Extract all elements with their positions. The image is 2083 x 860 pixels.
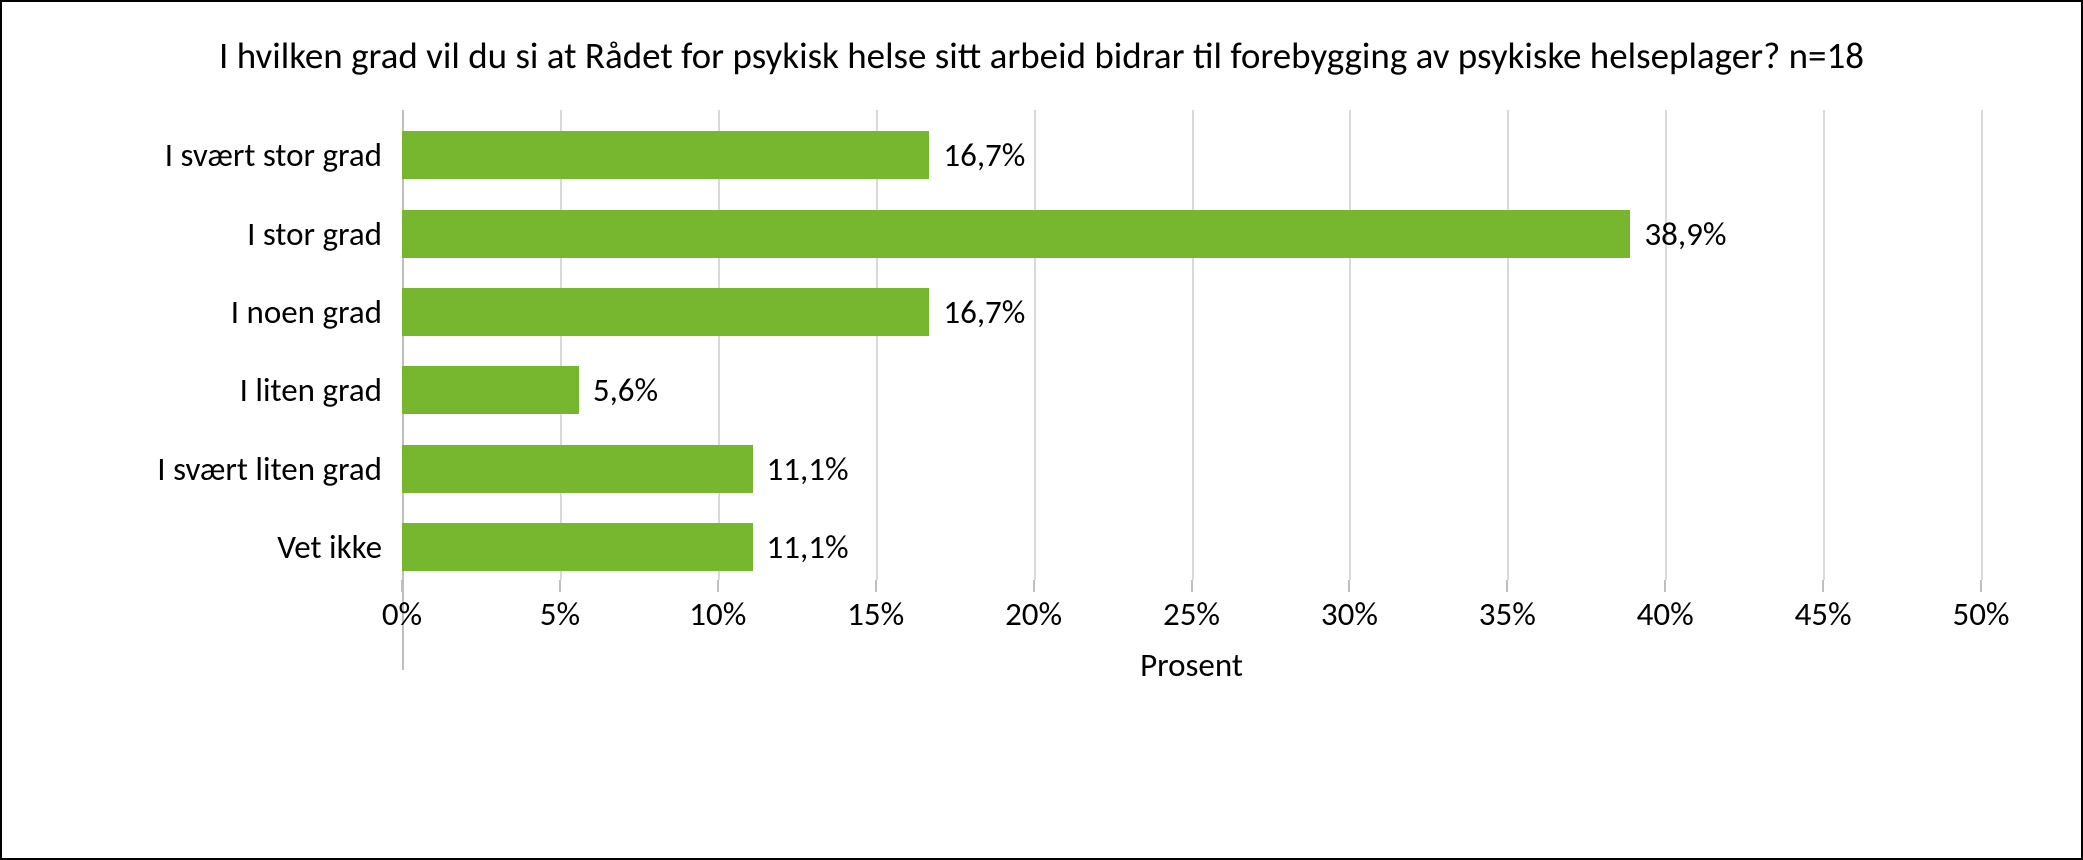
x-tick-label: 50% xyxy=(1952,594,2009,634)
value-label: 38,9% xyxy=(1644,214,1726,254)
bar-row: I noen grad16,7% xyxy=(402,288,1981,336)
bar-row: I liten grad5,6% xyxy=(402,366,1981,414)
category-label: I noen grad xyxy=(231,292,382,332)
x-axis-title: Prosent xyxy=(402,645,1981,685)
x-tick-label: 40% xyxy=(1637,594,1694,634)
category-label: I svært liten grad xyxy=(157,449,382,489)
bar-row: I svært stor grad16,7% xyxy=(402,131,1981,179)
value-label: 11,1% xyxy=(767,527,849,567)
bar xyxy=(402,131,929,179)
x-tick-label: 45% xyxy=(1795,594,1852,634)
value-label: 16,7% xyxy=(943,135,1025,175)
chart-container: I hvilken grad vil du si at Rådet for ps… xyxy=(0,0,2083,860)
x-tick-label: 25% xyxy=(1163,594,1220,634)
category-label: I svært stor grad xyxy=(165,135,382,175)
bar-row: I stor grad38,9% xyxy=(402,210,1981,258)
value-label: 16,7% xyxy=(943,292,1025,332)
bar-row: Vet ikke11,1% xyxy=(402,523,1981,571)
x-tickmark xyxy=(1506,580,1508,592)
x-tickmark xyxy=(1033,580,1035,592)
bar-row: I svært liten grad11,1% xyxy=(402,445,1981,493)
bar xyxy=(402,445,753,493)
chart-title: I hvilken grad vil du si at Rådet for ps… xyxy=(142,32,1941,80)
x-tickmark xyxy=(1980,580,1982,592)
bar xyxy=(402,210,1630,258)
x-tick-label: 35% xyxy=(1479,594,1536,634)
bar xyxy=(402,288,929,336)
x-tick-label: 5% xyxy=(540,594,580,634)
x-tick-label: 0% xyxy=(382,594,422,634)
value-label: 5,6% xyxy=(593,370,658,410)
gridline xyxy=(1981,110,1983,580)
x-tickmark xyxy=(1191,580,1193,592)
bar xyxy=(402,366,579,414)
x-tickmark xyxy=(875,580,877,592)
bars-group: I svært stor grad16,7% I stor grad38,9% I … xyxy=(402,110,1981,580)
x-tick-label: 15% xyxy=(847,594,904,634)
category-label: Vet ikke xyxy=(277,527,382,567)
x-tick-label: 10% xyxy=(689,594,746,634)
x-tickmark xyxy=(1822,580,1824,592)
category-label: I stor grad xyxy=(247,214,382,254)
plot-area: I svært stor grad16,7% I stor grad38,9% I … xyxy=(402,110,1981,670)
x-tick-label: 30% xyxy=(1321,594,1378,634)
x-tickmark xyxy=(717,580,719,592)
value-label: 11,1% xyxy=(767,449,849,489)
x-tickmark xyxy=(559,580,561,592)
bar xyxy=(402,523,753,571)
x-tickmark xyxy=(1664,580,1666,592)
x-tickmark xyxy=(1348,580,1350,592)
category-label: I liten grad xyxy=(240,370,382,410)
x-tick-label: 20% xyxy=(1005,594,1062,634)
